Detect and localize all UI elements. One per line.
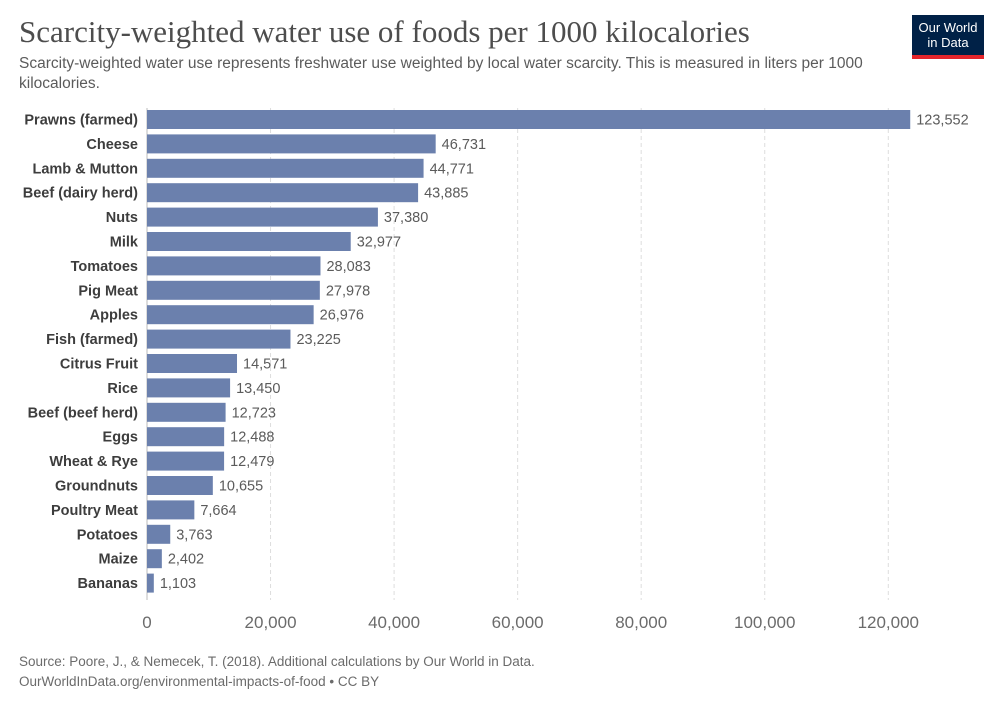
grid-lines [146, 108, 889, 600]
bar[interactable] [147, 305, 314, 325]
bar-value-label: 28,083 [326, 259, 370, 275]
logo-line-1: Our World [918, 20, 978, 35]
category-label: Tomatoes [71, 259, 138, 275]
bar-value-label: 27,978 [326, 283, 370, 299]
bar-value-label: 12,488 [230, 430, 274, 446]
category-label: Cheese [86, 137, 138, 153]
category-label: Citrus Fruit [60, 357, 138, 373]
bar-value-label: 32,977 [357, 235, 401, 251]
category-label: Beef (dairy herd) [23, 186, 138, 202]
bar[interactable] [147, 476, 213, 495]
bar-value-label: 23,225 [296, 332, 340, 348]
bar[interactable] [147, 573, 154, 593]
bar-value-label: 44,771 [430, 161, 474, 177]
bar[interactable] [147, 183, 419, 203]
chart-title: Scarcity-weighted water use of foods per… [19, 14, 750, 49]
x-tick-label: 40,000 [368, 613, 420, 632]
source-url[interactable]: OurWorldInData.org/environmental-impacts… [19, 674, 380, 689]
bar-value-label: 13,450 [236, 381, 280, 397]
owid-logo[interactable]: Our World in Data [912, 15, 984, 59]
bar[interactable] [147, 354, 238, 373]
bar[interactable] [147, 524, 171, 544]
bar[interactable] [147, 378, 231, 398]
category-label: Beef (beef herd) [28, 405, 139, 421]
logo-line-2: in Data [927, 35, 969, 50]
category-label: Prawns (farmed) [24, 113, 138, 129]
x-tick-label: 20,000 [245, 613, 297, 632]
bar-value-label: 43,885 [424, 186, 468, 202]
category-label: Rice [107, 381, 138, 397]
bars: 123,552 46,731 44,771 43,885 37,380 32,977 28,… [147, 110, 969, 593]
bar-value-label: 7,664 [200, 503, 236, 519]
bar-value-label: 14,571 [243, 357, 287, 373]
category-label: Bananas [78, 576, 138, 592]
x-tick-label: 120,000 [858, 613, 919, 632]
bar-value-label: 46,731 [442, 137, 486, 153]
bar[interactable] [147, 427, 225, 447]
bar[interactable] [147, 110, 911, 129]
bar[interactable] [147, 256, 321, 276]
category-label: Wheat & Rye [49, 454, 138, 470]
bar[interactable] [147, 158, 424, 178]
category-label: Lamb & Mutton [32, 161, 138, 177]
bar-value-label: 37,380 [384, 210, 428, 226]
chart-footer: Source: Poore, J., & Nemecek, T. (2018).… [19, 652, 535, 692]
x-tick-label: 100,000 [734, 613, 795, 632]
source-note: Source: Poore, J., & Nemecek, T. (2018).… [19, 654, 535, 669]
bar[interactable] [147, 500, 195, 520]
category-label: Milk [110, 235, 139, 251]
bar-value-label: 10,655 [219, 479, 263, 495]
bar-value-label: 12,723 [232, 405, 276, 421]
bar-value-label: 12,479 [230, 454, 274, 470]
category-label: Eggs [103, 430, 138, 446]
x-tick-label: 60,000 [492, 613, 544, 632]
bar-value-label: 3,763 [176, 527, 212, 543]
category-label: Pig Meat [78, 283, 138, 299]
category-label: Potatoes [77, 527, 138, 543]
bar-value-label: 123,552 [916, 113, 968, 129]
category-label: Maize [99, 552, 139, 568]
category-label: Groundnuts [55, 479, 138, 495]
x-axis: 0 20,000 40,000 60,000 80,000 100,000 120,000 [142, 613, 919, 632]
bar[interactable] [147, 232, 351, 251]
category-label: Nuts [106, 210, 138, 226]
category-label: Fish (farmed) [46, 332, 138, 348]
bar[interactable] [147, 402, 226, 422]
category-label: Apples [90, 308, 138, 324]
bar[interactable] [147, 280, 320, 300]
chart-subtitle: Scarcity-weighted water use represents f… [19, 55, 863, 92]
bar-value-label: 26,976 [320, 308, 364, 324]
category-label: Poultry Meat [51, 503, 138, 519]
bar-value-label: 2,402 [168, 552, 204, 568]
x-tick-label: 80,000 [615, 613, 667, 632]
bar[interactable] [147, 549, 162, 569]
bar-value-label: 1,103 [160, 576, 196, 592]
bar[interactable] [147, 329, 291, 349]
bar[interactable] [147, 451, 225, 471]
bar[interactable] [147, 207, 378, 227]
bar[interactable] [147, 134, 436, 154]
category-labels: Prawns (farmed) Cheese Lamb & Mutton Beef (… [23, 113, 139, 593]
x-tick-label: 0 [142, 613, 151, 632]
